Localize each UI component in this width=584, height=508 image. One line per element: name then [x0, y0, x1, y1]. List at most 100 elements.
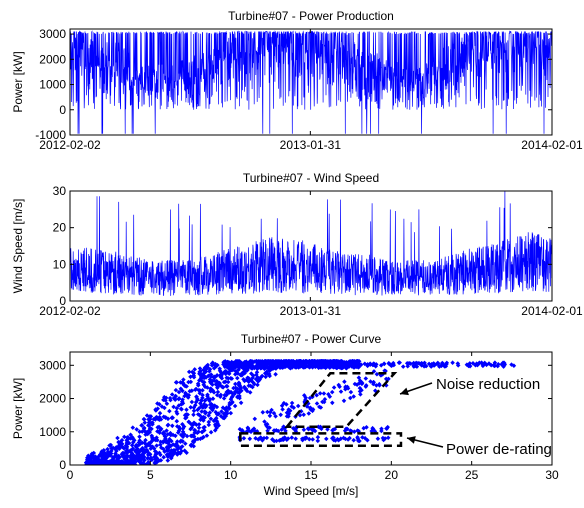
scatter-point [131, 458, 136, 464]
scatter-point [284, 414, 290, 419]
scatter-point [380, 435, 386, 441]
scatter-point [377, 383, 382, 388]
scatter-point [248, 365, 254, 371]
scatter-point [142, 457, 147, 463]
scatter-point [296, 365, 301, 370]
scatter-point [388, 363, 394, 368]
scatter-point [235, 375, 240, 381]
scatter-point [249, 371, 254, 376]
scatter-point [255, 375, 260, 380]
scatter-point [129, 451, 135, 456]
scatter-point [115, 435, 120, 441]
scatter-point [267, 413, 273, 419]
scatter-point [286, 364, 292, 370]
scatter-point [264, 435, 270, 441]
scatter-point [215, 389, 221, 395]
noise-reduction-arrow-head [400, 387, 409, 396]
scatter-point [355, 428, 360, 433]
scatter-point [343, 385, 348, 390]
scatter-point [191, 373, 196, 378]
scatter-point [213, 422, 218, 427]
scatter-point [330, 400, 335, 406]
scatter-point [330, 361, 335, 366]
scatter-point [467, 361, 473, 366]
scatter-point [260, 410, 266, 415]
scatter-point [210, 396, 216, 401]
scatter-point [374, 371, 380, 377]
scatter-point [363, 376, 369, 381]
y-tick-label: -1000 [35, 128, 66, 142]
x-axis-label: Wind Speed [m/s] [264, 484, 359, 498]
scatter-point [218, 413, 224, 419]
chart-title: Turbine#07 - Power Curve [241, 332, 382, 346]
scatter-point [218, 392, 224, 398]
scatter-point [165, 458, 171, 463]
scatter-point [357, 389, 363, 394]
scatter-point [174, 418, 180, 424]
scatter-point [492, 360, 498, 365]
scatter-point [342, 364, 347, 369]
x-tick-label: 2013-01-31 [280, 138, 342, 152]
scatter-point [252, 416, 258, 422]
scatter-point [225, 359, 230, 365]
scatter-point [233, 381, 238, 387]
x-tick-label: 2012-02-02 [39, 304, 101, 318]
scatter-point [348, 389, 354, 395]
scatter-point [228, 389, 234, 395]
scatter-point [176, 450, 181, 455]
scatter-point [248, 383, 253, 389]
scatter-point [255, 382, 260, 388]
scatter-point [124, 441, 130, 446]
scatter-point [159, 404, 165, 409]
scatter-point [267, 373, 272, 379]
y-tick-label: 1000 [39, 425, 66, 439]
scatter-point [224, 405, 229, 410]
scatter-point [309, 361, 315, 367]
scatter-point [219, 409, 224, 414]
scatter-point [150, 444, 156, 450]
scatter-point [136, 450, 142, 455]
scatter-point [188, 426, 193, 432]
y-tick-label: 3000 [39, 358, 66, 372]
scatter-point [346, 363, 352, 369]
scatter-point [109, 446, 114, 451]
scatter-point [176, 428, 182, 434]
y-axis-label: Power [kW] [11, 378, 25, 439]
scatter-point [176, 389, 182, 395]
scatter-point [368, 362, 373, 367]
noise-reduction-region [284, 372, 398, 429]
scatter-point [354, 361, 360, 367]
scatter-point [157, 410, 163, 416]
scatter-point [170, 423, 175, 429]
plot-frame [69, 28, 553, 136]
scatter-point [141, 416, 147, 422]
scatter-point [143, 437, 148, 443]
scatter-point [232, 403, 238, 409]
scatter-point [205, 385, 210, 390]
scatter-point [341, 398, 347, 404]
scatter-point [269, 407, 274, 413]
scatter-point [295, 403, 301, 409]
scatter-point [413, 363, 418, 369]
plot-frame [69, 190, 553, 302]
scatter-point [205, 392, 210, 398]
scatter-point [136, 458, 141, 464]
scatter-point [184, 450, 189, 455]
scatter-point [326, 392, 331, 397]
scatter-point [184, 407, 189, 412]
scatter-point [439, 363, 444, 369]
y-axis-label: Wind Speed [m/s] [11, 199, 25, 294]
scatter-point [182, 393, 187, 399]
scatter-point [357, 385, 363, 391]
scatter-point [348, 428, 353, 433]
scatter-point [338, 389, 344, 394]
scatter-point [301, 412, 306, 417]
y-tick-label: 2000 [39, 392, 66, 406]
scatter-point [165, 423, 171, 428]
scatter-point [307, 436, 312, 442]
scatter-point [408, 361, 413, 366]
scatter-point [161, 454, 166, 460]
scatter-point [256, 359, 261, 364]
scatter-point [247, 377, 253, 383]
